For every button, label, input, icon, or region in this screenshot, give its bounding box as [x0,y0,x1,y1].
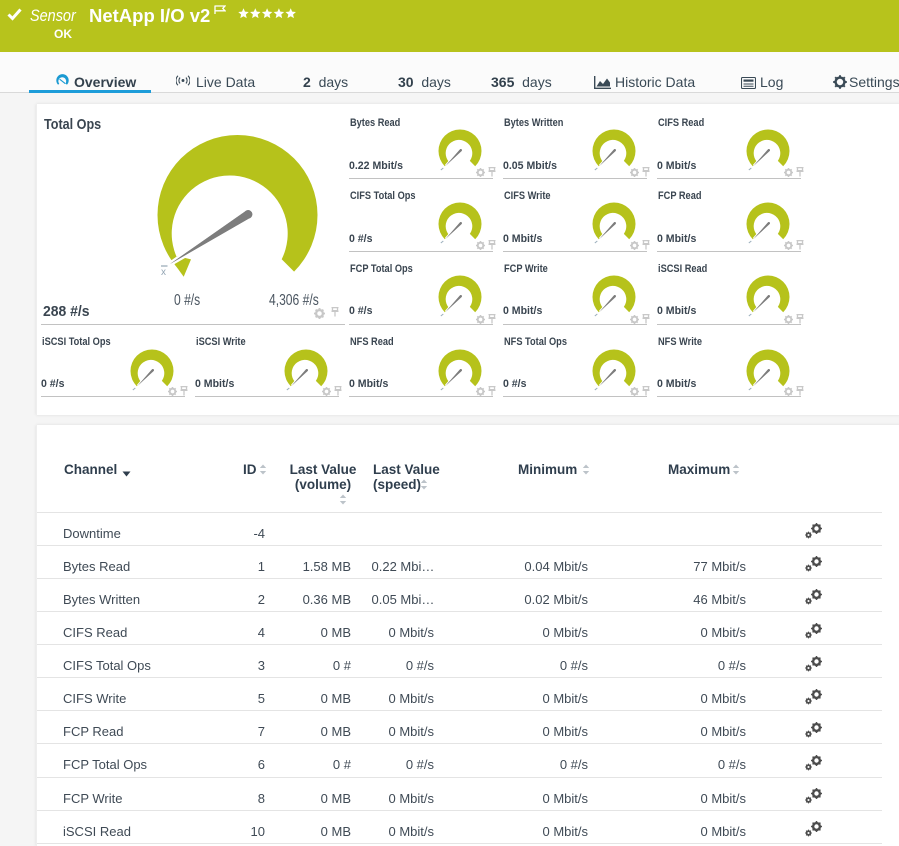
svg-text:x: x [161,267,166,277]
